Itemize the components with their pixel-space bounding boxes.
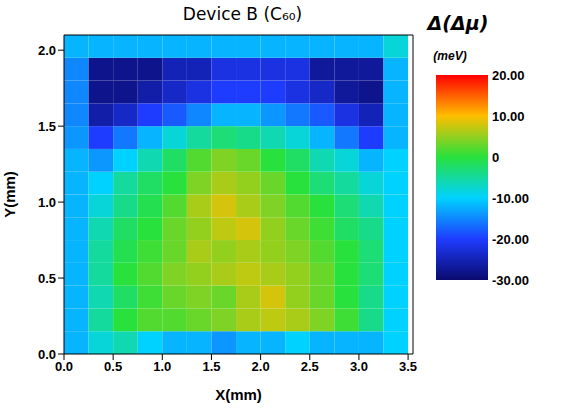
svg-text:2.0: 2.0 bbox=[38, 43, 56, 58]
svg-text:3.5: 3.5 bbox=[399, 359, 417, 374]
svg-text:0: 0 bbox=[492, 150, 499, 165]
svg-text:2.0: 2.0 bbox=[252, 359, 270, 374]
svg-text:Y(mm): Y(mm) bbox=[1, 171, 18, 218]
svg-text:0.5: 0.5 bbox=[104, 359, 122, 374]
svg-text:0.5: 0.5 bbox=[38, 271, 56, 286]
svg-text:-20.00: -20.00 bbox=[492, 232, 529, 247]
svg-text:1.0: 1.0 bbox=[38, 195, 56, 210]
svg-text:X(mm): X(mm) bbox=[215, 386, 262, 403]
svg-text:10.00: 10.00 bbox=[492, 109, 525, 124]
svg-text:20.00: 20.00 bbox=[492, 68, 525, 83]
svg-text:-30.00: -30.00 bbox=[492, 273, 529, 288]
svg-text:0.0: 0.0 bbox=[55, 359, 73, 374]
svg-text:1.5: 1.5 bbox=[202, 359, 220, 374]
svg-text:(meV): (meV) bbox=[433, 49, 466, 63]
html-text:Device B (C₆₀): Device B (C₆₀) bbox=[182, 4, 303, 24]
svg-text:1.5: 1.5 bbox=[38, 119, 56, 134]
svg-text:3.0: 3.0 bbox=[350, 359, 368, 374]
svg-text:Δ(Δμ): Δ(Δμ) bbox=[426, 12, 489, 34]
svg-text:-10.00: -10.00 bbox=[492, 191, 529, 206]
svg-text:0.0: 0.0 bbox=[38, 347, 56, 362]
svg-text:1.0: 1.0 bbox=[153, 359, 171, 374]
svg-text:2.5: 2.5 bbox=[301, 359, 319, 374]
